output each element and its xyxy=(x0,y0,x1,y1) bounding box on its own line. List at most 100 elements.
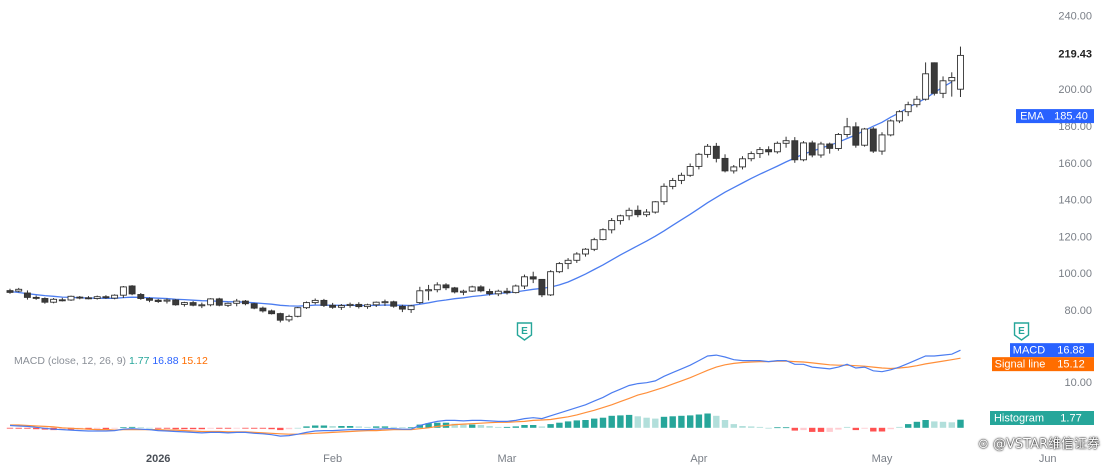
histogram-bar xyxy=(765,427,772,429)
candle-body xyxy=(303,302,310,309)
candle xyxy=(268,309,276,315)
candle xyxy=(712,142,720,163)
candle-body xyxy=(311,299,319,304)
candle-body xyxy=(913,98,921,106)
histogram-bar xyxy=(155,427,162,429)
candle-body xyxy=(294,307,302,317)
candle-body xyxy=(582,248,589,255)
histogram-bar xyxy=(678,415,685,428)
histogram-bar xyxy=(425,423,432,428)
legend-histogram: 1.77 xyxy=(129,355,152,367)
candle-body xyxy=(677,174,685,181)
histogram-bar xyxy=(582,420,589,428)
histogram-bar xyxy=(137,427,144,429)
candle xyxy=(564,258,572,270)
candle xyxy=(486,288,494,296)
histogram-bar xyxy=(791,427,798,431)
macd-legend: MACD (close, 12, 26, 9) 1.77 16.88 15.12 xyxy=(14,355,208,367)
macd-badge: Histogram 1.77 xyxy=(990,411,1094,425)
price-tick: 140.00 xyxy=(1058,195,1092,207)
histogram-bar xyxy=(817,427,825,432)
candle xyxy=(608,218,616,234)
candle xyxy=(329,302,337,309)
histogram-bar xyxy=(660,416,668,428)
candle xyxy=(843,117,851,138)
candle-body xyxy=(521,276,528,287)
histogram-bar xyxy=(338,426,345,428)
candle-body xyxy=(939,80,947,94)
candle xyxy=(529,271,537,284)
candle xyxy=(425,284,433,301)
histogram-bar xyxy=(704,413,711,428)
candle-body xyxy=(207,298,215,306)
candle xyxy=(904,101,912,117)
macd-badge-label-bg xyxy=(992,357,1048,372)
candle-body xyxy=(869,128,877,152)
candle-body xyxy=(163,299,171,302)
candle-body xyxy=(276,313,284,321)
histogram-bar xyxy=(373,426,380,428)
histogram-bar xyxy=(608,415,615,428)
histogram-bar xyxy=(189,427,197,430)
price-tick: 180.00 xyxy=(1058,121,1092,133)
candle xyxy=(294,307,302,318)
candle xyxy=(573,252,581,263)
histogram-bar xyxy=(146,427,153,429)
histogram-bar xyxy=(721,420,729,428)
candle xyxy=(677,172,685,185)
candle-body xyxy=(590,239,598,250)
histogram-bar xyxy=(242,427,249,429)
candle xyxy=(6,288,14,294)
candle xyxy=(233,298,241,307)
candle-body xyxy=(146,298,153,301)
histogram-bar xyxy=(198,427,205,430)
macd-axis: 10.00 MACD 16.88 Signal line 15.12 Histogram 1… xyxy=(990,343,1094,425)
candle xyxy=(957,46,964,97)
histogram-bar xyxy=(573,420,580,428)
histogram-bar xyxy=(451,423,458,428)
macd-badge: MACD 16.88 xyxy=(1010,343,1094,358)
time-tick: Mar xyxy=(498,453,517,465)
histogram-bar xyxy=(24,427,31,429)
histogram-bar xyxy=(913,421,921,428)
candle-body xyxy=(119,286,127,296)
candle-body xyxy=(6,290,14,293)
time-tick: May xyxy=(872,453,893,465)
macd-badge-label-bg xyxy=(990,411,1048,425)
histogram-bar xyxy=(948,422,955,428)
candle xyxy=(878,132,886,155)
legend-signal: 15.12 xyxy=(182,355,208,367)
candle xyxy=(189,301,197,307)
histogram-bar xyxy=(739,426,746,428)
candle-body xyxy=(834,134,842,149)
candle-body xyxy=(765,149,773,153)
macd-pane[interactable] xyxy=(6,349,964,437)
histogram-bar xyxy=(643,417,650,428)
candle-body xyxy=(346,303,354,306)
candle xyxy=(930,62,938,96)
histogram-bar xyxy=(224,427,232,429)
price-axis: 240.00 219.43 200.00 180.00 160.00 140.00 120.… xyxy=(1058,11,1092,317)
histogram-bar xyxy=(15,427,22,429)
candle-body xyxy=(948,77,956,82)
candle xyxy=(704,144,712,158)
histogram-bar xyxy=(957,419,964,428)
candle-body xyxy=(198,304,206,307)
histogram-bar xyxy=(748,426,755,428)
candle-body xyxy=(616,215,624,222)
candle-body xyxy=(250,303,258,309)
candle-body xyxy=(433,284,441,291)
candle xyxy=(547,270,555,296)
candle xyxy=(616,214,624,225)
candle xyxy=(311,298,319,305)
macd-badge-value-bg xyxy=(1048,357,1094,372)
candle xyxy=(416,286,424,304)
histogram-bar xyxy=(486,426,493,428)
candle-body xyxy=(102,296,110,299)
candle-body xyxy=(773,142,781,153)
candle-body xyxy=(817,143,825,156)
histogram-bar xyxy=(521,425,528,428)
price-tick: 240.00 xyxy=(1058,11,1092,23)
